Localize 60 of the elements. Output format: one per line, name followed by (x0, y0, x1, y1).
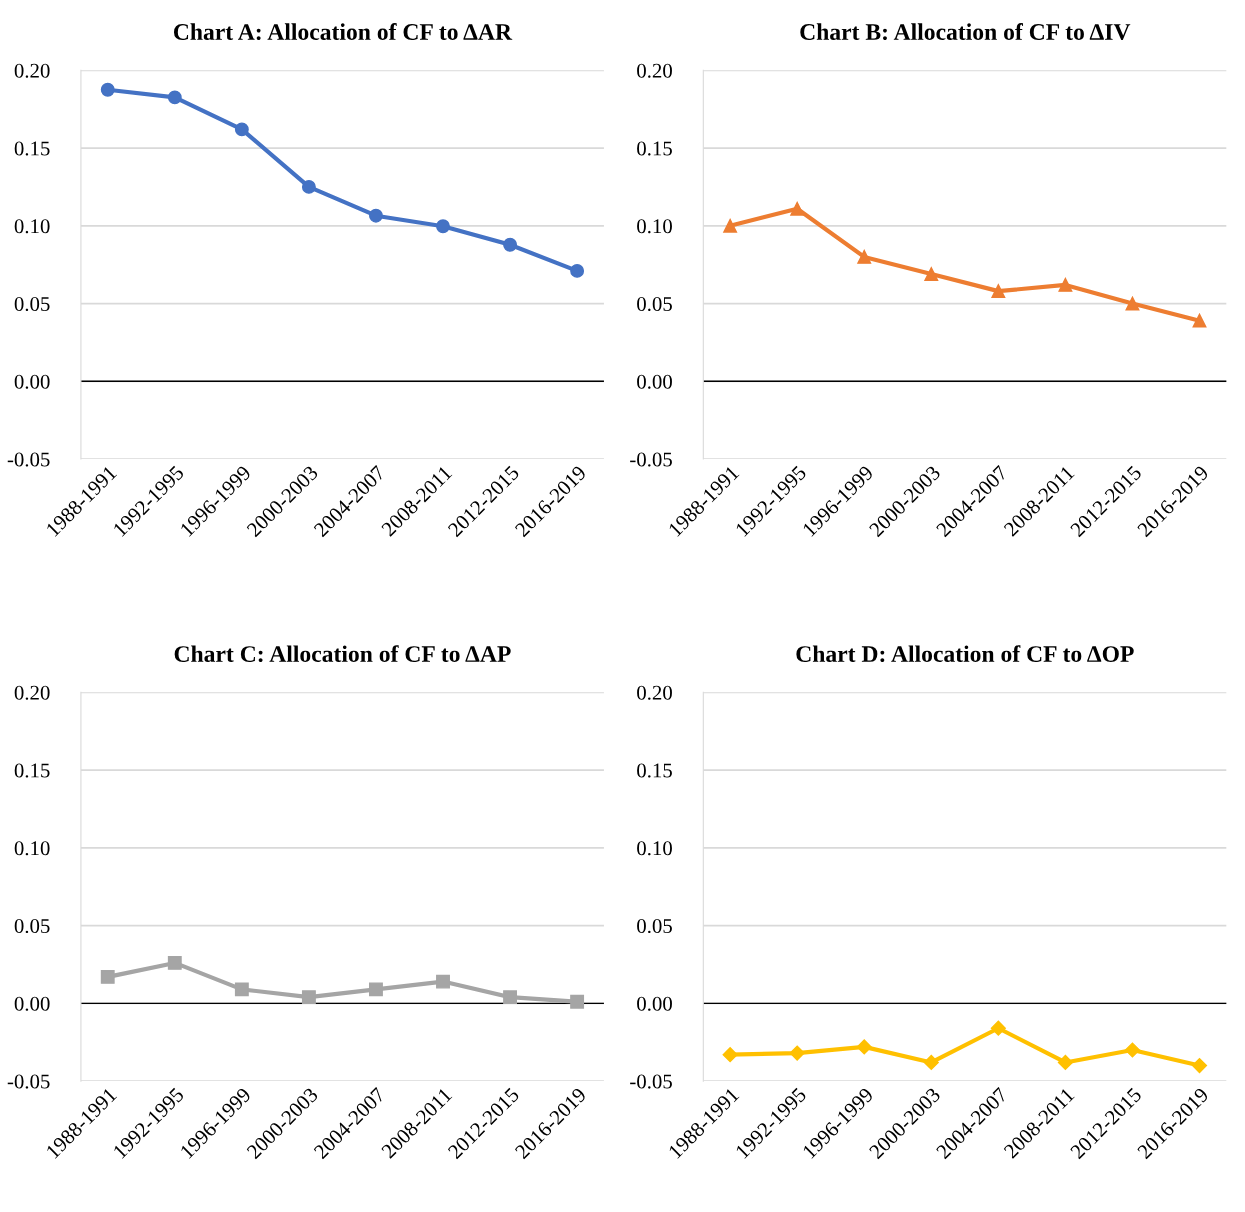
point (856, 1039, 872, 1055)
point (991, 284, 1006, 299)
point (990, 1020, 1006, 1036)
y-tick-label: -0.05 (7, 1074, 50, 1089)
y-tick-label: 0.15 (14, 763, 50, 778)
point (722, 1047, 738, 1063)
chart-title: Chart B: Allocation of CF to ΔIV (800, 23, 1131, 41)
point (436, 974, 450, 989)
y-tick-label: -0.05 (630, 1074, 672, 1089)
y-tick-label: 0.05 (637, 918, 672, 934)
point (1058, 277, 1073, 292)
y-tick-label: 0.10 (14, 841, 50, 856)
y-tick-label: -0.05 (630, 452, 672, 467)
point (924, 267, 939, 281)
y-tick-label: 0.05 (637, 296, 672, 312)
chart-title: Chart A: Allocation of CF to ΔAR (173, 23, 513, 41)
y-tick-label: 0.00 (637, 374, 672, 389)
y-tick-label: 0.05 (14, 296, 50, 312)
point (1057, 1054, 1073, 1071)
point (369, 982, 383, 997)
y-tick-label: 0.20 (637, 685, 672, 700)
point (301, 990, 316, 1005)
point (167, 955, 182, 970)
y-tick-label: 0.10 (637, 219, 672, 234)
y-tick-label: 0.10 (14, 219, 50, 234)
y-tick-label: -0.05 (7, 452, 50, 467)
point (790, 201, 805, 216)
point (100, 82, 115, 97)
point (301, 179, 316, 194)
point (923, 1054, 939, 1071)
point (723, 218, 738, 233)
point (234, 122, 249, 137)
point (1125, 296, 1140, 311)
y-tick-label: 0.15 (637, 763, 672, 778)
point (503, 990, 518, 1005)
point (1124, 1042, 1141, 1058)
point (369, 208, 383, 223)
point (570, 263, 585, 278)
y-tick-label: 0.10 (637, 841, 672, 856)
y-tick-label: 0.20 (637, 63, 672, 78)
point (234, 982, 249, 997)
y-tick-label: 0.00 (637, 996, 672, 1011)
y-tick-label: 0.20 (14, 63, 50, 78)
y-tick-label: 0.00 (14, 374, 50, 389)
y-tick-label: 0.15 (637, 141, 672, 156)
point (1191, 1057, 1208, 1074)
chart-title: Chart C: Allocation of CF to ΔAP (174, 645, 511, 663)
chart-title: Chart D: Allocation of CF to ΔOP (796, 645, 1134, 663)
point (570, 994, 585, 1009)
point (857, 249, 872, 264)
y-tick-label: 0.20 (14, 685, 50, 700)
point (789, 1045, 805, 1061)
y-tick-label: 0.05 (14, 918, 50, 934)
point (100, 969, 115, 984)
point (167, 90, 182, 105)
point (436, 219, 450, 234)
y-tick-label: 0.15 (14, 141, 50, 156)
point (503, 237, 518, 252)
point (1192, 313, 1207, 328)
y-tick-label: 0.00 (14, 996, 50, 1011)
